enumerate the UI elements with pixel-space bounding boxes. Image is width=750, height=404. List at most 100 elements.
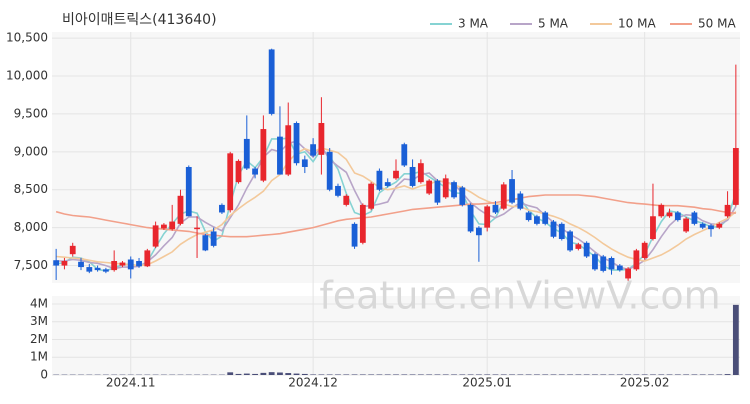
candle-body bbox=[468, 205, 474, 232]
volume-tick-label: 4M bbox=[30, 296, 48, 310]
candle-body bbox=[260, 129, 266, 181]
candle-body bbox=[78, 262, 84, 267]
volume-bar bbox=[692, 374, 698, 375]
volume-bar bbox=[501, 374, 507, 375]
candle-body bbox=[393, 171, 399, 179]
candle-body bbox=[609, 258, 615, 269]
candle-body bbox=[476, 228, 482, 236]
candle-body bbox=[617, 266, 623, 271]
y-tick-label: 9,000 bbox=[14, 144, 48, 158]
volume-bar bbox=[675, 374, 681, 375]
candle-body bbox=[236, 161, 242, 182]
x-tick-label: 2024.12 bbox=[288, 376, 338, 390]
y-tick-label: 8,000 bbox=[14, 220, 48, 234]
candle-body bbox=[493, 205, 499, 213]
volume-bar bbox=[410, 374, 416, 375]
volume-bar bbox=[708, 374, 714, 375]
candle-body bbox=[202, 235, 208, 250]
candle-body bbox=[584, 243, 590, 257]
volume-bar bbox=[650, 374, 656, 375]
volume-bar bbox=[318, 374, 324, 375]
volume-bar bbox=[584, 374, 590, 375]
chart-title: 비아이매트릭스(413640) bbox=[62, 12, 217, 28]
candle-body bbox=[633, 250, 639, 269]
y-tick-label: 9,500 bbox=[14, 106, 48, 120]
candle-body bbox=[642, 243, 648, 258]
candle-body bbox=[435, 181, 441, 203]
volume-bar bbox=[451, 374, 457, 375]
volume-bar bbox=[567, 374, 573, 375]
volume-bar bbox=[335, 374, 341, 375]
volume-bar bbox=[227, 372, 233, 375]
candle-body bbox=[219, 205, 225, 213]
x-tick-label: 2025.02 bbox=[620, 376, 670, 390]
candle-body bbox=[501, 184, 507, 208]
candle-body bbox=[708, 225, 714, 229]
watermark: feature.enViewV.com bbox=[319, 274, 720, 318]
volume-bar bbox=[294, 374, 300, 375]
candle-body bbox=[667, 212, 673, 216]
candle-body bbox=[211, 231, 217, 245]
volume-bar bbox=[343, 374, 349, 375]
volume-bar bbox=[617, 374, 623, 375]
volume-bar bbox=[418, 374, 424, 375]
legend-label: 10 MA bbox=[618, 17, 656, 31]
volume-bar bbox=[302, 374, 308, 375]
volume-bar bbox=[393, 374, 399, 375]
volume-bar bbox=[633, 374, 639, 375]
volume-bar bbox=[716, 374, 722, 375]
volume-bar bbox=[327, 374, 333, 375]
volume-bar bbox=[368, 374, 374, 375]
candle-body bbox=[277, 137, 283, 175]
y-tick-label: 10,500 bbox=[6, 31, 48, 45]
volume-bar bbox=[683, 374, 689, 375]
candle-body bbox=[625, 269, 631, 279]
candle-body bbox=[186, 167, 192, 216]
volume-bar bbox=[551, 374, 557, 375]
volume-bar bbox=[269, 372, 275, 375]
candle-body bbox=[252, 168, 258, 174]
volume-bar bbox=[725, 374, 731, 375]
x-tick-label: 2025.01 bbox=[462, 376, 512, 390]
volume-bar bbox=[542, 374, 548, 375]
volume-tick-label: 2M bbox=[30, 332, 48, 346]
candle-body bbox=[95, 268, 101, 270]
volume-bar bbox=[352, 374, 358, 375]
candle-body bbox=[692, 212, 698, 223]
candle-body bbox=[111, 261, 117, 270]
volume-bar bbox=[236, 374, 242, 375]
volume-bar bbox=[476, 374, 482, 375]
candle-body bbox=[451, 182, 457, 197]
candle-body bbox=[136, 261, 142, 266]
y-tick-label: 10,000 bbox=[6, 68, 48, 82]
volume-bar bbox=[435, 374, 441, 375]
y-tick-label: 7,500 bbox=[14, 258, 48, 272]
candle-body bbox=[128, 259, 134, 269]
candle-body bbox=[650, 216, 656, 239]
volume-bar bbox=[609, 374, 615, 375]
volume-bar bbox=[401, 374, 407, 375]
candle-body bbox=[600, 256, 606, 270]
candle-body bbox=[178, 196, 184, 224]
candle-body bbox=[310, 144, 316, 155]
candle-body bbox=[377, 171, 383, 190]
volume-bar bbox=[559, 374, 565, 375]
volume-tick-label: 0 bbox=[40, 368, 48, 382]
candle-body bbox=[352, 224, 358, 247]
candle-body bbox=[592, 254, 598, 269]
candle-body bbox=[683, 219, 689, 232]
volume-tick-label: 3M bbox=[30, 314, 48, 328]
candle-body bbox=[567, 231, 573, 250]
candle-body bbox=[227, 153, 233, 210]
legend-label: 5 MA bbox=[538, 17, 569, 31]
candle-body bbox=[53, 260, 59, 265]
candle-body bbox=[410, 167, 416, 186]
candle-body bbox=[103, 269, 109, 271]
volume-bar bbox=[517, 374, 523, 375]
volume-bar bbox=[385, 374, 391, 375]
volume-bar bbox=[285, 373, 291, 375]
candle-body bbox=[368, 184, 374, 209]
candle-body bbox=[302, 159, 308, 167]
candle-body bbox=[526, 212, 532, 220]
candle-body bbox=[658, 205, 664, 216]
